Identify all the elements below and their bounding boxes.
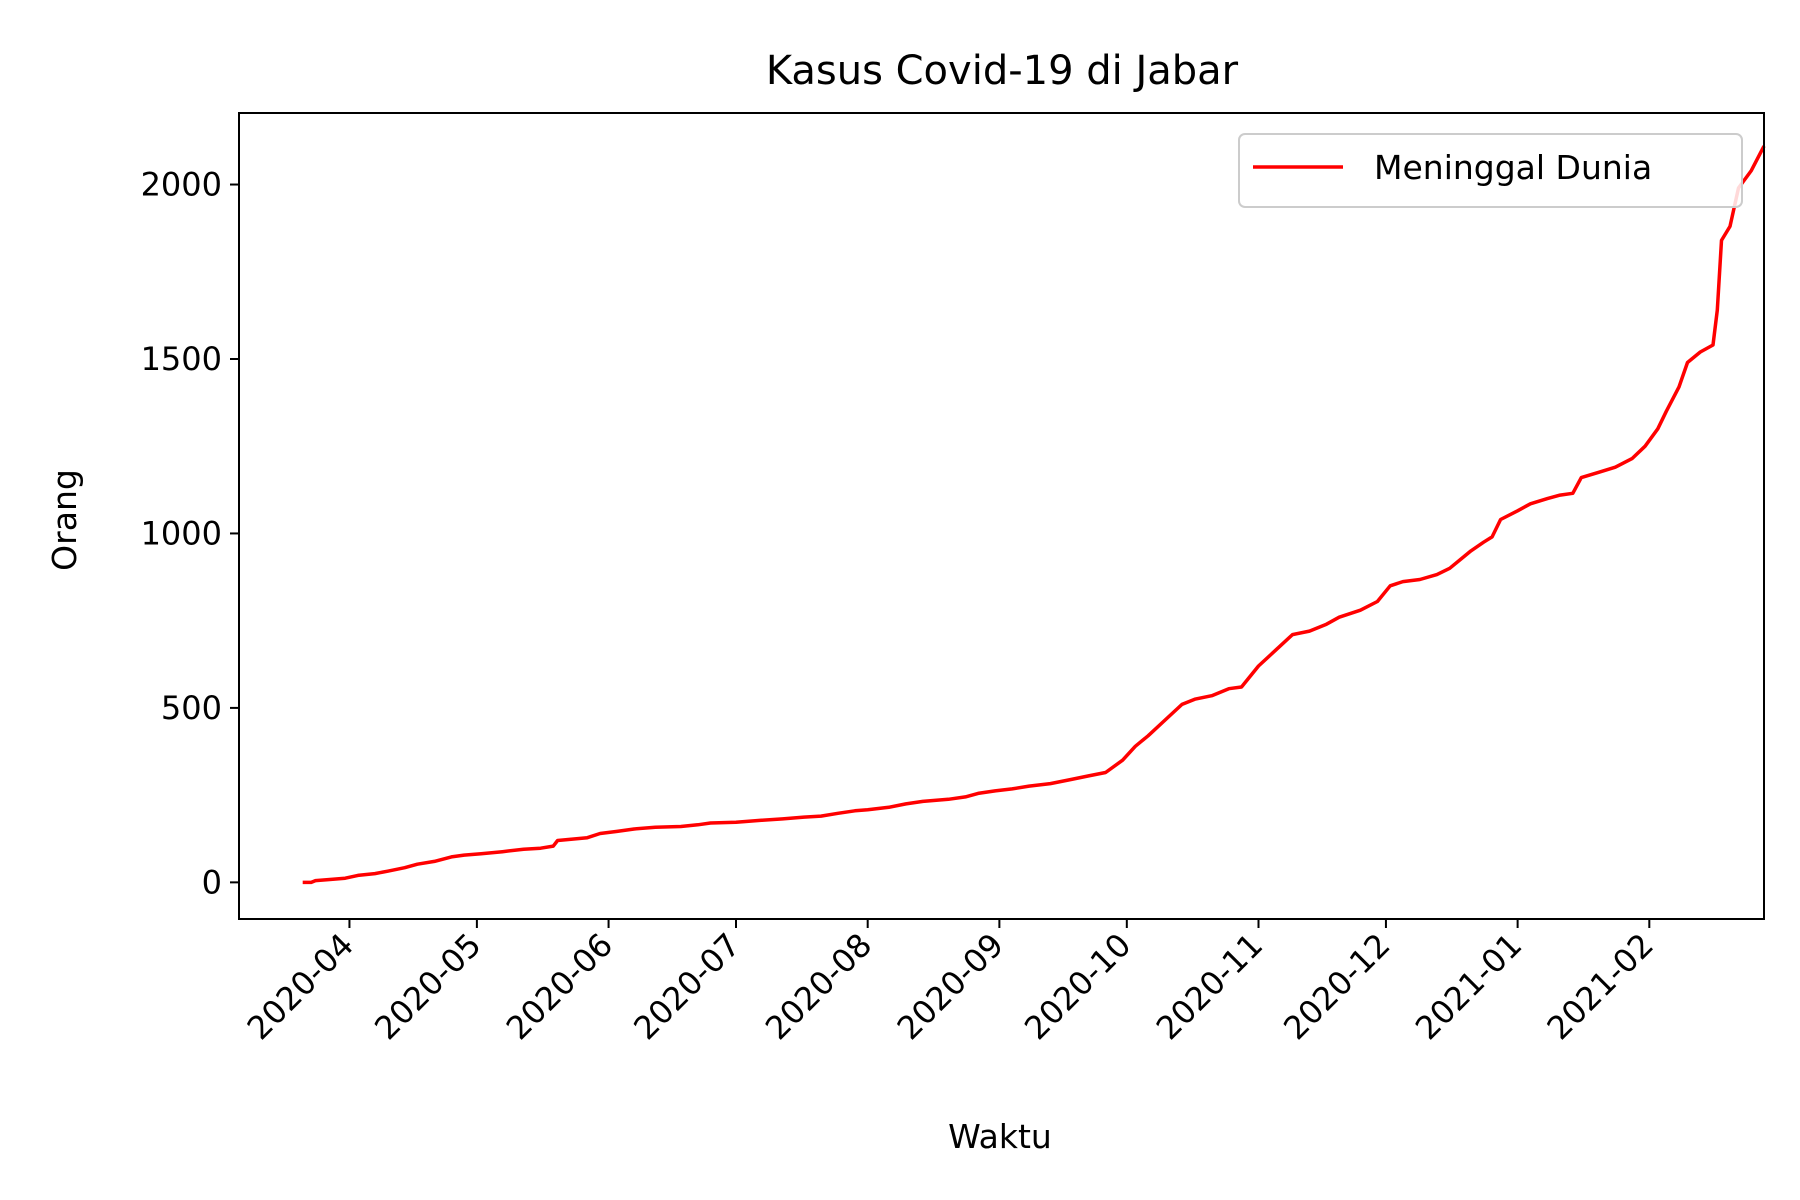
chart-title: Kasus Covid-19 di Jabar [766, 48, 1239, 94]
series-line-0 [302, 145, 1766, 885]
legend-label: Meninggal Dunia [1374, 148, 1652, 187]
y-tick-label: 1500 [141, 340, 222, 378]
plot-area [302, 145, 1766, 885]
y-tick-label: 500 [161, 689, 222, 727]
y-tick-label: 0 [202, 863, 222, 901]
y-tick-label: 1000 [141, 514, 222, 552]
y-tick-label: 2000 [141, 166, 222, 204]
plot-frame [238, 112, 1765, 920]
legend: Meninggal Dunia [1238, 133, 1743, 208]
legend-box [1238, 133, 1743, 208]
x-axis-label: Waktu [948, 1117, 1052, 1156]
y-axis: 0 500 1000 1500 2000 [141, 166, 239, 901]
y-axis-label: Orang [45, 469, 84, 571]
